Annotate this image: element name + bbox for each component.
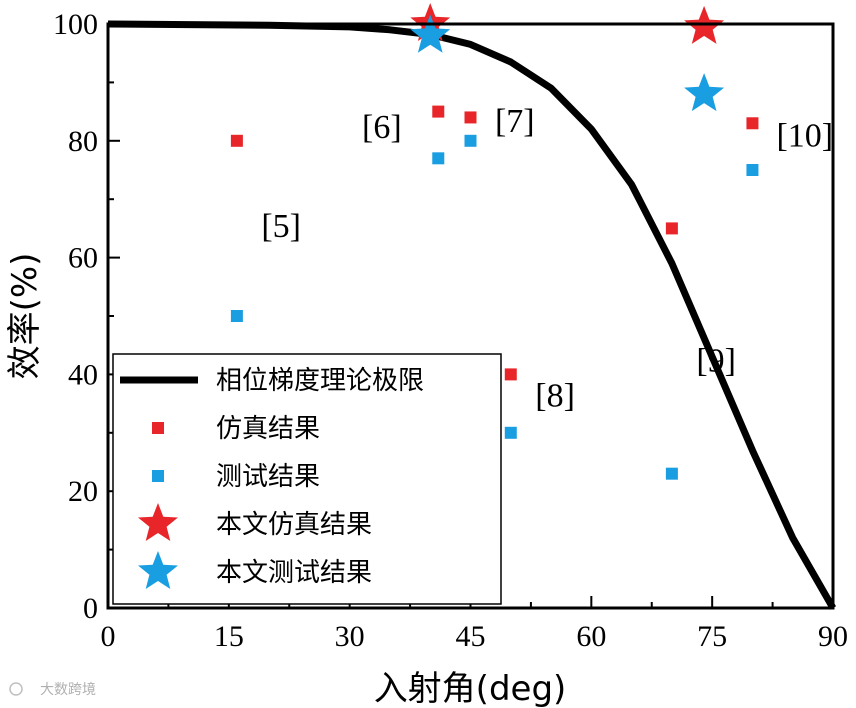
- legend-star-swatch: [138, 551, 178, 589]
- x-tick-label: 0: [101, 620, 116, 653]
- x-tick-label: 45: [456, 620, 486, 653]
- square-point: [230, 134, 243, 147]
- square-point: [665, 222, 678, 235]
- x-tick-label: 60: [576, 620, 606, 653]
- legend-square-swatch: [152, 422, 164, 434]
- star-point: [410, 14, 451, 53]
- x-axis-title: 入射角(deg): [374, 669, 567, 708]
- square-point: [230, 310, 243, 322]
- watermark: 大数跨境: [9, 682, 96, 698]
- legend-label: 相位梯度理论极限: [216, 366, 424, 396]
- watermark-text: 大数跨境: [40, 682, 96, 698]
- x-tick-label: 15: [214, 620, 244, 653]
- reference-label: [6]: [362, 109, 402, 146]
- x-tick-label: 90: [818, 620, 848, 653]
- legend-star-swatch: [138, 503, 178, 541]
- legend-label: 本文测试结果: [216, 558, 372, 588]
- square-point: [432, 105, 445, 118]
- reference-labels: [5] [6] [7] [8] [9] [10]: [261, 103, 833, 414]
- reference-label: [7]: [495, 103, 535, 140]
- y-tick-label: 20: [68, 475, 98, 508]
- reference-label: [8]: [535, 378, 575, 415]
- square-point: [665, 467, 678, 480]
- reference-label: [10]: [776, 118, 833, 155]
- legend-label: 本文仿真结果: [216, 510, 372, 540]
- legend-label: 仿真结果: [216, 414, 320, 444]
- theory-curve-layer: [107, 20, 837, 610]
- square-point: [504, 368, 517, 381]
- tick-labels: 0 15 30 45 60 75 90 0 20 40 60 80 100: [53, 8, 848, 653]
- plot-frame: [106, 22, 835, 610]
- theory-limit-curve: [107, 20, 837, 610]
- y-tick-label: 60: [68, 242, 98, 275]
- y-axis-title: 效率(%): [5, 253, 45, 380]
- square-point: [464, 134, 477, 147]
- y-tick-label: 0: [83, 592, 98, 625]
- reference-label: [5]: [261, 208, 301, 245]
- star-point: [684, 73, 725, 112]
- x-tick-label: 30: [335, 620, 365, 653]
- square-point: [504, 426, 517, 439]
- square-point: [432, 152, 445, 165]
- y-tick-label: 40: [68, 358, 98, 391]
- square-point: [746, 164, 759, 176]
- legend-square-swatch: [152, 470, 164, 482]
- square-point: [746, 117, 759, 130]
- square-point: [464, 111, 477, 124]
- reference-label: [9]: [696, 342, 736, 379]
- y-tick-label: 100: [53, 8, 98, 41]
- legend-box: [112, 353, 502, 605]
- y-tick-label: 80: [68, 125, 98, 158]
- x-tick-label: 75: [697, 620, 727, 653]
- legend-label: 测试结果: [216, 462, 320, 492]
